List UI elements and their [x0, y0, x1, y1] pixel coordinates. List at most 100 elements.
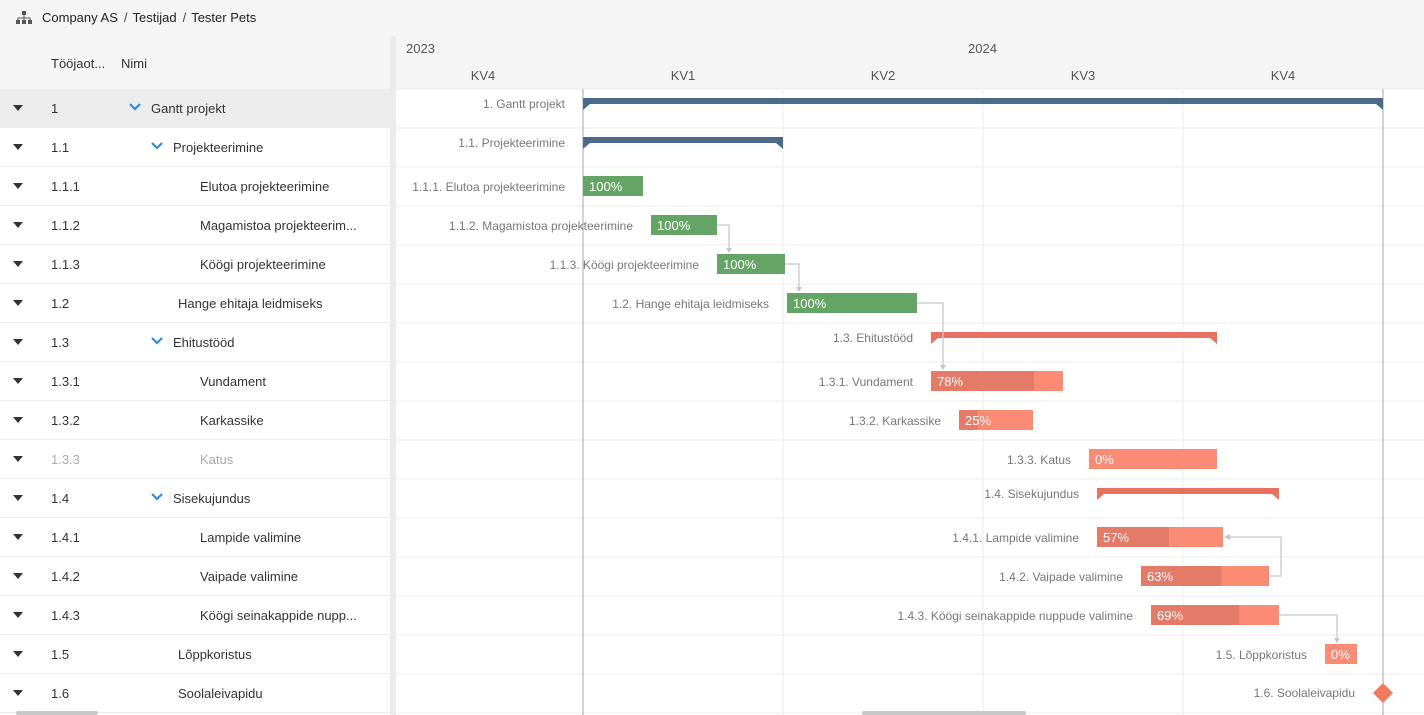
task-name[interactable]: Elutoa projekteerimine — [200, 179, 330, 194]
year-label: 2023 — [406, 41, 435, 56]
task-name[interactable]: Soolaleivapidu — [178, 686, 263, 701]
task-name[interactable]: Projekteerimine — [173, 140, 264, 155]
breadcrumb-item-testijad[interactable]: Testijad — [132, 10, 177, 25]
task-name[interactable]: Vaipade valimine — [200, 569, 299, 584]
breadcrumb: Company AS / Testijad / Tester Pets — [16, 10, 256, 25]
row-menu-caret-icon[interactable] — [13, 417, 23, 423]
task-name[interactable]: Köögi seinakappide nupp... — [200, 608, 357, 623]
task-wbs: 1.3.3 — [51, 452, 80, 467]
task-wbs: 1.3.2 — [51, 413, 80, 428]
dependency-link — [785, 263, 800, 289]
year-label: 2024 — [968, 41, 997, 56]
task-row[interactable]: 1.4.2 Vaipade valimine — [0, 557, 390, 596]
task-row[interactable]: 1.2 Hange ehitaja leidmiseks — [0, 284, 390, 323]
task-wbs: 1.6 — [51, 686, 70, 701]
column-header-name[interactable]: Nimi — [121, 56, 147, 71]
task-row[interactable]: 1.3.2 Karkassike — [0, 401, 390, 440]
column-header-wbs[interactable]: Tööjaot... — [51, 56, 106, 71]
collapse-chevron-icon[interactable] — [151, 336, 163, 346]
task-row[interactable]: 1.4.3 Köögi seinakappide nupp... — [0, 596, 390, 635]
dependency-arrow — [726, 248, 732, 253]
row-menu-caret-icon[interactable] — [13, 495, 23, 501]
row-menu-caret-icon[interactable] — [13, 378, 23, 384]
task-bar[interactable] — [651, 215, 717, 235]
summary-bar[interactable] — [1097, 488, 1279, 494]
task-wbs: 1.4 — [51, 491, 70, 506]
row-menu-caret-icon[interactable] — [13, 573, 23, 579]
task-row[interactable]: 1.3.1 Vundament — [0, 362, 390, 401]
breadcrumb-item-company[interactable]: Company AS — [42, 10, 118, 25]
milestone-diamond[interactable] — [1373, 683, 1393, 703]
bar-label: 1.1.1. Elutoa projekteerimine — [412, 180, 565, 194]
task-row[interactable]: 1.1 Projekteerimine — [0, 128, 390, 167]
task-name[interactable]: Magamistoa projekteerim... — [200, 218, 357, 233]
chart-horizontal-scrollbar[interactable] — [862, 711, 1026, 715]
progress-label: 0% — [1331, 647, 1350, 662]
summary-bar[interactable] — [583, 137, 783, 143]
progress-label: 100% — [723, 257, 757, 272]
summary-bar-start-cap — [931, 332, 938, 344]
task-name[interactable]: Sisekujundus — [173, 491, 251, 506]
row-menu-caret-icon[interactable] — [13, 612, 23, 618]
row-menu-caret-icon[interactable] — [13, 261, 23, 267]
task-name[interactable]: Katus — [200, 452, 234, 467]
bar-label: 1.3. Ehitustööd — [833, 331, 913, 345]
task-name[interactable]: Köögi projekteerimine — [200, 257, 326, 272]
task-progress-fill — [1097, 527, 1169, 547]
task-name[interactable]: Vundament — [200, 374, 267, 389]
collapse-chevron-icon[interactable] — [151, 141, 163, 151]
task-row[interactable]: 1.6 Soolaleivapidu — [0, 674, 390, 713]
task-bar[interactable] — [583, 176, 643, 196]
panel-splitter[interactable] — [390, 36, 396, 715]
row-menu-caret-icon[interactable] — [13, 534, 23, 540]
task-name[interactable]: Lõppkoristus — [178, 647, 252, 662]
row-menu-caret-icon[interactable] — [13, 339, 23, 345]
task-row[interactable]: 1.4 Sisekujundus — [0, 479, 390, 518]
task-progress-fill — [1151, 605, 1240, 625]
task-row[interactable]: 1.1.1 Elutoa projekteerimine — [0, 167, 390, 206]
task-name[interactable]: Gantt projekt — [151, 101, 226, 116]
task-row[interactable]: 1.3 Ehitustööd — [0, 323, 390, 362]
task-bar[interactable] — [1089, 449, 1217, 469]
summary-bar[interactable] — [583, 98, 1383, 104]
task-name[interactable]: Hange ehitaja leidmiseks — [178, 296, 323, 311]
dependency-link — [1279, 614, 1338, 640]
row-menu-caret-icon[interactable] — [13, 690, 23, 696]
task-name[interactable]: Lampide valimine — [200, 530, 302, 545]
bar-label: 1.4.1. Lampide valimine — [952, 531, 1079, 545]
summary-bar-end-cap — [776, 137, 783, 149]
dependency-arrow — [1334, 638, 1340, 643]
row-menu-caret-icon[interactable] — [13, 144, 23, 150]
task-row[interactable]: 1.1.3 Köögi projekteerimine — [0, 245, 390, 284]
summary-bar-start-cap — [583, 98, 590, 110]
task-row[interactable]: 1.1.2 Magamistoa projekteerim... — [0, 206, 390, 245]
progress-label: 0% — [1095, 452, 1114, 467]
bar-label: 1.6. Soolaleivapidu — [1254, 686, 1355, 700]
summary-bar-end-cap — [1376, 98, 1383, 110]
collapse-chevron-icon[interactable] — [129, 102, 141, 112]
task-bar[interactable] — [787, 293, 917, 313]
task-row[interactable]: 1 Gantt projekt — [0, 89, 390, 128]
task-wbs: 1.5 — [51, 647, 70, 662]
grid-horizontal-scrollbar[interactable] — [16, 711, 98, 715]
row-menu-caret-icon[interactable] — [13, 105, 23, 111]
row-menu-caret-icon[interactable] — [13, 300, 23, 306]
quarter-label: KV4 — [471, 68, 496, 83]
summary-bar-end-cap — [1210, 332, 1217, 344]
collapse-chevron-icon[interactable] — [151, 492, 163, 502]
row-menu-caret-icon[interactable] — [13, 222, 23, 228]
task-name[interactable]: Ehitustööd — [173, 335, 235, 350]
task-row[interactable]: 1.3.3 Katus — [0, 440, 390, 479]
row-menu-caret-icon[interactable] — [13, 183, 23, 189]
row-menu-caret-icon[interactable] — [13, 651, 23, 657]
task-row[interactable]: 1.5 Lõppkoristus — [0, 635, 390, 674]
summary-bar[interactable] — [931, 332, 1217, 338]
progress-label: 69% — [1157, 608, 1183, 623]
task-bar[interactable] — [717, 254, 785, 274]
row-menu-caret-icon[interactable] — [13, 456, 23, 462]
breadcrumb-item-tester-pets[interactable]: Tester Pets — [191, 10, 257, 25]
bar-label: 1.1.2. Magamistoa projekteerimine — [449, 219, 633, 233]
task-name[interactable]: Karkassike — [200, 413, 264, 428]
task-row[interactable]: 1.4.1 Lampide valimine — [0, 518, 390, 557]
task-bar[interactable] — [1325, 644, 1357, 664]
